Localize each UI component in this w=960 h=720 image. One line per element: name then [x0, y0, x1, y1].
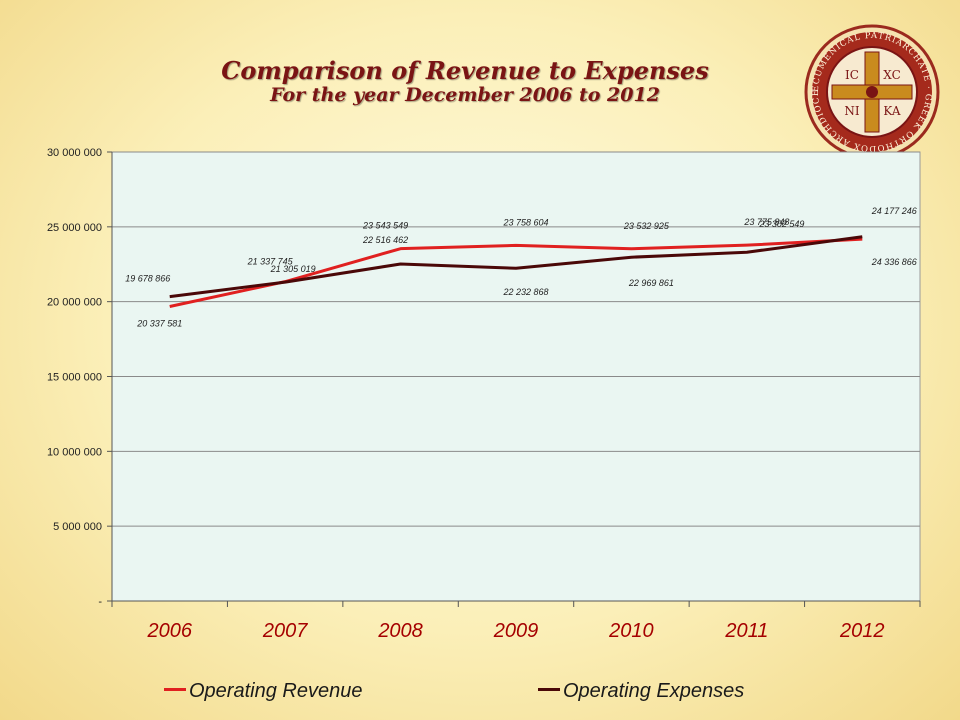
seal-letters-ic: IC	[845, 68, 859, 82]
legend-swatch-expenses	[538, 688, 560, 692]
x-tick-label: 2008	[377, 620, 423, 642]
data-label-revenue: 23 775 848	[743, 217, 789, 227]
y-tick-label: 30 000 000	[47, 147, 102, 159]
data-label-expenses: 23 302 549	[758, 219, 804, 229]
data-label-revenue: 23 532 925	[623, 221, 670, 231]
chart-title-block: Comparison of Revenue to Expenses For th…	[120, 56, 810, 107]
data-label-expenses: 22 969 861	[628, 278, 674, 288]
data-label-revenue: 23 543 549	[362, 221, 408, 231]
data-label-expenses: 20 337 581	[136, 319, 182, 329]
data-label-revenue: 19 678 866	[125, 273, 170, 283]
data-label-revenue: 24 177 246	[871, 206, 917, 216]
series-line-expenses	[169, 235, 863, 299]
chart-subtitle: For the year December 2006 to 2012	[270, 84, 660, 106]
legend-label-expenses: Operating Expenses	[563, 680, 745, 702]
x-tick-label: 2012	[839, 620, 885, 642]
chart-title: Comparison of Revenue to Expenses	[221, 56, 709, 85]
seal-letters-ni: NI	[844, 104, 860, 118]
x-tick-label: 2011	[724, 620, 768, 642]
seal-letters-xc: XC	[883, 68, 901, 82]
y-tick-label: 15 000 000	[47, 372, 102, 384]
data-label-expenses: 21 305 019	[270, 264, 316, 274]
legend-swatch-revenue	[164, 688, 186, 692]
data-label-revenue: 21 337 745	[247, 257, 294, 267]
seal-letters-ka: KA	[883, 104, 900, 118]
x-tick-label: 2010	[608, 620, 654, 642]
data-label-expenses: 24 336 866	[871, 257, 917, 267]
archdiocese-seal-logo: ECUMENICAL PATRIARCHATE · GREEK ORTHODOX…	[802, 22, 940, 160]
legend-item-revenue: Operating Revenue	[164, 680, 362, 703]
y-tick-label: 20 000 000	[47, 297, 102, 309]
x-tick-label: 2009	[493, 620, 539, 642]
x-tick-label: 2006	[146, 620, 192, 642]
chart-legend: Operating Revenue Operating Expenses	[0, 680, 960, 708]
y-tick-label: 5 000 000	[53, 521, 102, 533]
data-label-revenue: 23 758 604	[502, 217, 548, 227]
y-tick-label: 10 000 000	[47, 446, 102, 458]
x-tick-label: 2007	[262, 620, 308, 642]
legend-item-expenses: Operating Expenses	[538, 680, 744, 703]
legend-label-revenue: Operating Revenue	[189, 680, 363, 702]
data-label-expenses: 22 516 462	[362, 235, 408, 245]
data-label-expenses: 22 232 868	[502, 287, 548, 297]
y-tick-label: -	[98, 596, 102, 608]
y-tick-label: 25 000 000	[47, 222, 102, 234]
